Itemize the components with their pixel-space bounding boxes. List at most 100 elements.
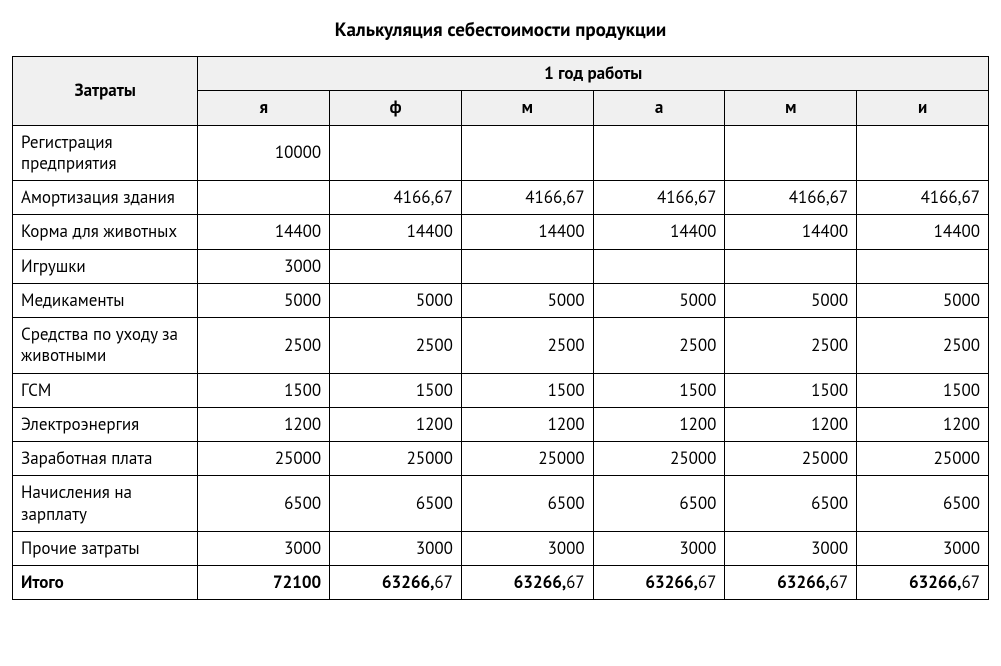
row-value: 1200 bbox=[857, 407, 989, 441]
row-value: 2500 bbox=[198, 318, 330, 374]
row-value: 1500 bbox=[593, 373, 725, 407]
total-label: Итого bbox=[13, 566, 198, 600]
header-month: ф bbox=[330, 91, 462, 125]
row-value: 25000 bbox=[461, 442, 593, 476]
row-value: 5000 bbox=[857, 283, 989, 317]
row-value: 10000 bbox=[198, 125, 330, 181]
row-value: 1200 bbox=[593, 407, 725, 441]
page-title: Калькуляция себестоимости продукции bbox=[12, 18, 989, 42]
row-value: 14400 bbox=[857, 215, 989, 249]
table-row: ГСМ150015001500150015001500 bbox=[13, 373, 989, 407]
row-label: Амортизация здания bbox=[13, 181, 198, 215]
row-label: Электроэнергия bbox=[13, 407, 198, 441]
row-value bbox=[330, 249, 462, 283]
row-value: 6500 bbox=[461, 476, 593, 532]
row-value: 1200 bbox=[198, 407, 330, 441]
row-value: 4166,67 bbox=[330, 181, 462, 215]
row-value: 3000 bbox=[857, 531, 989, 565]
row-value: 1500 bbox=[857, 373, 989, 407]
row-value bbox=[857, 249, 989, 283]
row-value bbox=[461, 125, 593, 181]
row-value bbox=[725, 249, 857, 283]
table-row: Начисления на зарплату650065006500650065… bbox=[13, 476, 989, 532]
table-row: Электроэнергия120012001200120012001200 bbox=[13, 407, 989, 441]
table-row-total: Итого7210063266,6763266,6763266,6763266,… bbox=[13, 566, 989, 600]
row-value: 4166,67 bbox=[593, 181, 725, 215]
table-row: Амортизация здания4166,674166,674166,674… bbox=[13, 181, 989, 215]
header-month: а bbox=[593, 91, 725, 125]
table-body: Регистрация предприятия10000Амортизация … bbox=[13, 125, 989, 600]
row-label: Регистрация предприятия bbox=[13, 125, 198, 181]
row-value: 5000 bbox=[198, 283, 330, 317]
table-row: Прочие затраты300030003000300030003000 bbox=[13, 531, 989, 565]
table-row: Регистрация предприятия10000 bbox=[13, 125, 989, 181]
row-value: 1200 bbox=[330, 407, 462, 441]
header-year: 1 год работы bbox=[198, 57, 989, 91]
row-label: Корма для животных bbox=[13, 215, 198, 249]
row-value: 25000 bbox=[857, 442, 989, 476]
table-row: Заработная плата250002500025000250002500… bbox=[13, 442, 989, 476]
cost-table: Затраты 1 год работы я ф м а м и Регистр… bbox=[12, 56, 989, 600]
row-value bbox=[857, 125, 989, 181]
row-value: 4166,67 bbox=[461, 181, 593, 215]
row-value: 4166,67 bbox=[857, 181, 989, 215]
total-value: 63266,67 bbox=[461, 566, 593, 600]
row-value: 5000 bbox=[461, 283, 593, 317]
row-value: 25000 bbox=[198, 442, 330, 476]
row-value: 14400 bbox=[725, 215, 857, 249]
row-value bbox=[198, 181, 330, 215]
row-value: 3000 bbox=[461, 531, 593, 565]
row-value: 1500 bbox=[198, 373, 330, 407]
header-costs: Затраты bbox=[13, 57, 198, 126]
row-label: Медикаменты bbox=[13, 283, 198, 317]
row-value: 5000 bbox=[593, 283, 725, 317]
row-value: 1200 bbox=[725, 407, 857, 441]
row-value: 3000 bbox=[725, 531, 857, 565]
row-value: 25000 bbox=[330, 442, 462, 476]
row-value: 3000 bbox=[198, 249, 330, 283]
row-label: Средства по уходу за животными bbox=[13, 318, 198, 374]
row-label: Игрушки bbox=[13, 249, 198, 283]
row-value: 2500 bbox=[725, 318, 857, 374]
row-value bbox=[461, 249, 593, 283]
row-value: 1500 bbox=[461, 373, 593, 407]
table-row: Корма для животных1440014400144001440014… bbox=[13, 215, 989, 249]
row-value: 14400 bbox=[461, 215, 593, 249]
row-value: 3000 bbox=[330, 531, 462, 565]
header-month: м bbox=[461, 91, 593, 125]
row-value: 6500 bbox=[330, 476, 462, 532]
row-value: 2500 bbox=[593, 318, 725, 374]
total-value: 63266,67 bbox=[593, 566, 725, 600]
row-value bbox=[330, 125, 462, 181]
row-value: 6500 bbox=[593, 476, 725, 532]
row-label: Заработная плата bbox=[13, 442, 198, 476]
table-row: Игрушки3000 bbox=[13, 249, 989, 283]
row-value: 14400 bbox=[198, 215, 330, 249]
row-value bbox=[725, 125, 857, 181]
total-value: 63266,67 bbox=[725, 566, 857, 600]
row-label: Прочие затраты bbox=[13, 531, 198, 565]
row-value: 25000 bbox=[725, 442, 857, 476]
row-value: 5000 bbox=[330, 283, 462, 317]
row-value: 6500 bbox=[198, 476, 330, 532]
row-value: 2500 bbox=[857, 318, 989, 374]
row-label: Начисления на зарплату bbox=[13, 476, 198, 532]
total-value: 63266,67 bbox=[857, 566, 989, 600]
row-value: 1200 bbox=[461, 407, 593, 441]
total-value: 72100 bbox=[198, 566, 330, 600]
row-value: 14400 bbox=[330, 215, 462, 249]
header-month: и bbox=[857, 91, 989, 125]
row-value: 25000 bbox=[593, 442, 725, 476]
row-value: 4166,67 bbox=[725, 181, 857, 215]
row-value: 5000 bbox=[725, 283, 857, 317]
row-value: 1500 bbox=[725, 373, 857, 407]
row-value: 14400 bbox=[593, 215, 725, 249]
total-value: 63266,67 bbox=[330, 566, 462, 600]
row-value: 1500 bbox=[330, 373, 462, 407]
row-value: 2500 bbox=[461, 318, 593, 374]
row-value: 6500 bbox=[725, 476, 857, 532]
row-value: 3000 bbox=[593, 531, 725, 565]
header-month: м bbox=[725, 91, 857, 125]
row-label: ГСМ bbox=[13, 373, 198, 407]
table-row: Средства по уходу за животными2500250025… bbox=[13, 318, 989, 374]
